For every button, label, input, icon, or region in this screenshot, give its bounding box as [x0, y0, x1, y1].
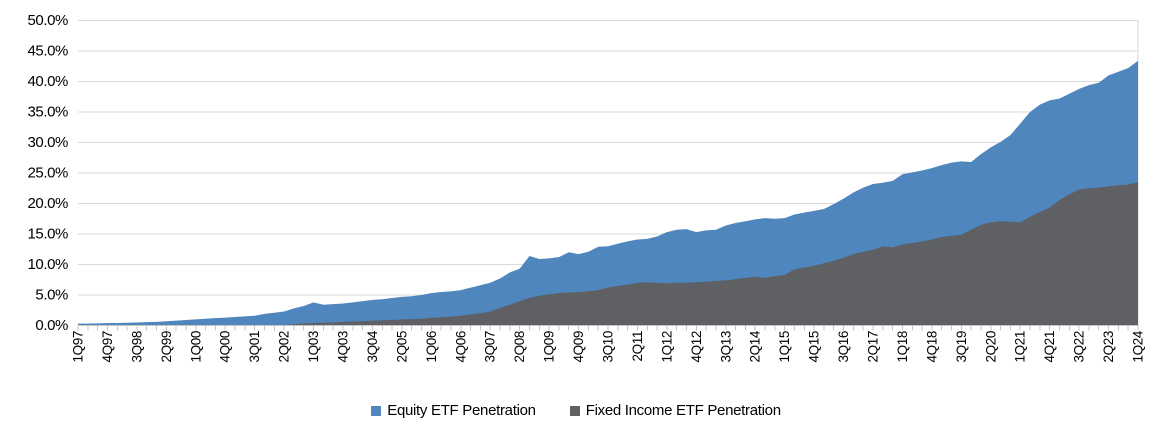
- x-axis-tick-label: 3Q16: [836, 331, 851, 362]
- x-axis-tick-label: 4Q15: [807, 331, 822, 362]
- x-axis-tick-label: 2Q14: [748, 330, 763, 362]
- x-axis-tick-label: 3Q13: [718, 331, 733, 362]
- y-axis-tick-label: 50.0%: [27, 12, 68, 29]
- legend-swatch-fixed-income-icon: [569, 405, 580, 416]
- x-axis-tick-label: 4Q97: [100, 331, 115, 362]
- chart-legend: Equity ETF Penetration Fixed Income ETF …: [0, 402, 1152, 419]
- x-axis-tick-label: 3Q07: [483, 331, 498, 362]
- x-axis-tick-label: 3Q04: [365, 330, 380, 362]
- x-axis-tick-label: 2Q17: [866, 331, 881, 362]
- y-axis-tick-label: 0.0%: [35, 317, 68, 334]
- x-axis-tick-label: 3Q19: [954, 331, 969, 362]
- x-axis-tick-label: 4Q06: [453, 331, 468, 362]
- x-axis-tick-label: 4Q03: [336, 331, 351, 362]
- x-axis-tick-label: 1Q21: [1013, 331, 1028, 362]
- y-axis-tick-label: 5.0%: [35, 287, 68, 304]
- y-axis-tick-label: 15.0%: [27, 226, 68, 243]
- x-axis-tick-label: 2Q02: [277, 331, 292, 362]
- x-axis-tick-label: 1Q12: [659, 331, 674, 362]
- x-axis-tick-label: 1Q06: [424, 331, 439, 362]
- x-axis-tick-label: 3Q01: [247, 331, 262, 362]
- legend-swatch-equity-icon: [371, 405, 382, 416]
- y-axis-tick-label: 35.0%: [27, 104, 68, 121]
- x-axis-tick-label: 2Q05: [394, 331, 409, 362]
- x-axis-tick-label: 1Q15: [777, 331, 792, 362]
- legend-item-fixed-income: Fixed Income ETF Penetration: [569, 402, 781, 419]
- x-axis-tick-label: 1Q03: [306, 331, 321, 362]
- x-axis-tick-label: 3Q22: [1072, 331, 1087, 362]
- x-axis-tick-label: 1Q24: [1131, 330, 1146, 362]
- x-axis-tick-label: 2Q20: [983, 331, 998, 362]
- x-axis-tick-label: 2Q23: [1101, 331, 1116, 362]
- x-axis-tick-label: 4Q21: [1042, 331, 1057, 362]
- y-axis-tick-label: 20.0%: [27, 195, 68, 212]
- x-axis-tick-label: 2Q08: [512, 331, 527, 362]
- x-axis-tick-label: 2Q99: [159, 331, 174, 362]
- y-axis-tick-label: 40.0%: [27, 73, 68, 90]
- y-axis-tick-label: 30.0%: [27, 134, 68, 151]
- x-axis-tick-label: 4Q12: [689, 331, 704, 362]
- x-axis-tick-label: 1Q97: [71, 331, 86, 362]
- x-axis-tick-label: 4Q18: [924, 331, 939, 362]
- x-axis-tick-label: 1Q09: [542, 331, 557, 362]
- y-axis-tick-label: 45.0%: [27, 43, 68, 60]
- y-axis-tick-label: 10.0%: [27, 256, 68, 273]
- legend-item-equity: Equity ETF Penetration: [371, 402, 536, 419]
- x-axis-tick-label: 3Q98: [129, 331, 144, 362]
- fixed-income-area-series: [78, 182, 1138, 326]
- x-axis-tick-label: 1Q00: [188, 331, 203, 362]
- legend-label-fixed-income: Fixed Income ETF Penetration: [585, 402, 781, 419]
- x-axis-tick-label: 3Q10: [601, 331, 616, 362]
- x-axis-tick-label: 4Q09: [571, 331, 586, 362]
- x-axis-tick-label: 1Q18: [895, 331, 910, 362]
- x-axis-tick-label: 2Q11: [630, 331, 645, 361]
- x-axis-tick-label: 4Q00: [218, 331, 233, 362]
- legend-label-equity: Equity ETF Penetration: [387, 402, 536, 419]
- y-axis-tick-label: 25.0%: [27, 165, 68, 182]
